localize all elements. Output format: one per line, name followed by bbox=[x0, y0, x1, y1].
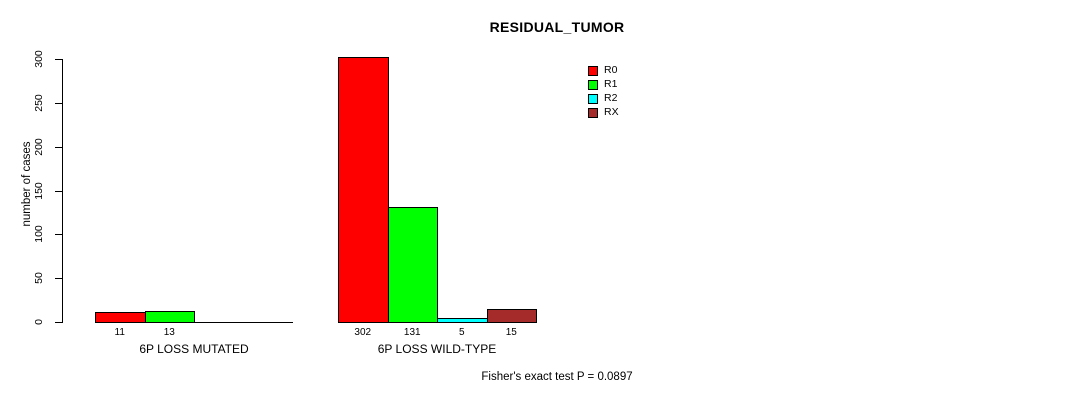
y-tick-label: 0 bbox=[33, 319, 45, 325]
y-tick-label: 250 bbox=[33, 94, 45, 112]
y-axis-tick bbox=[55, 190, 62, 192]
category-label: 6P LOSS WILD-TYPE bbox=[377, 342, 497, 356]
y-axis-line bbox=[62, 59, 63, 323]
bar-rx bbox=[486, 308, 537, 323]
legend-swatch-r2 bbox=[588, 94, 598, 104]
bar-r0 bbox=[338, 57, 389, 323]
bar-r1 bbox=[387, 207, 438, 323]
legend-label-r0: R0 bbox=[604, 64, 618, 76]
legend-swatch-r0 bbox=[588, 66, 598, 76]
bar-value-label: 302 bbox=[354, 327, 372, 338]
fishers-test-annotation: Fisher's exact test P = 0.0897 bbox=[481, 371, 633, 383]
bar-r2 bbox=[437, 317, 488, 323]
y-tick-label: 150 bbox=[33, 181, 45, 200]
y-axis-tick bbox=[55, 102, 62, 104]
category-label: 6P LOSS MUTATED bbox=[139, 342, 249, 356]
bar-value-label: 11 bbox=[114, 327, 125, 338]
y-axis-tick bbox=[55, 234, 62, 236]
y-axis-tick bbox=[55, 59, 62, 60]
legend-swatch-r1 bbox=[588, 80, 598, 90]
bar-value-label: 5 bbox=[458, 327, 465, 338]
legend-label-r1: R1 bbox=[604, 78, 618, 90]
y-tick-label: 50 bbox=[33, 272, 45, 284]
bar-r0 bbox=[95, 312, 146, 323]
bar-r1 bbox=[144, 310, 195, 323]
y-axis-tick bbox=[55, 322, 62, 323]
y-tick-label: 200 bbox=[33, 137, 45, 156]
chart-title: RESIDUAL_TUMOR bbox=[489, 19, 625, 35]
y-tick-label: 100 bbox=[33, 225, 45, 244]
legend-label-r2: R2 bbox=[604, 92, 618, 104]
y-tick-label: 300 bbox=[33, 50, 45, 68]
y-axis-tick bbox=[55, 278, 62, 280]
y-axis-tick bbox=[55, 146, 62, 148]
bar-value-label: 131 bbox=[403, 327, 421, 338]
bar-value-label: 15 bbox=[505, 327, 517, 338]
legend-swatch-rx bbox=[588, 108, 598, 118]
legend-label-rx: RX bbox=[604, 106, 619, 118]
bar-value-label: 13 bbox=[163, 327, 175, 338]
